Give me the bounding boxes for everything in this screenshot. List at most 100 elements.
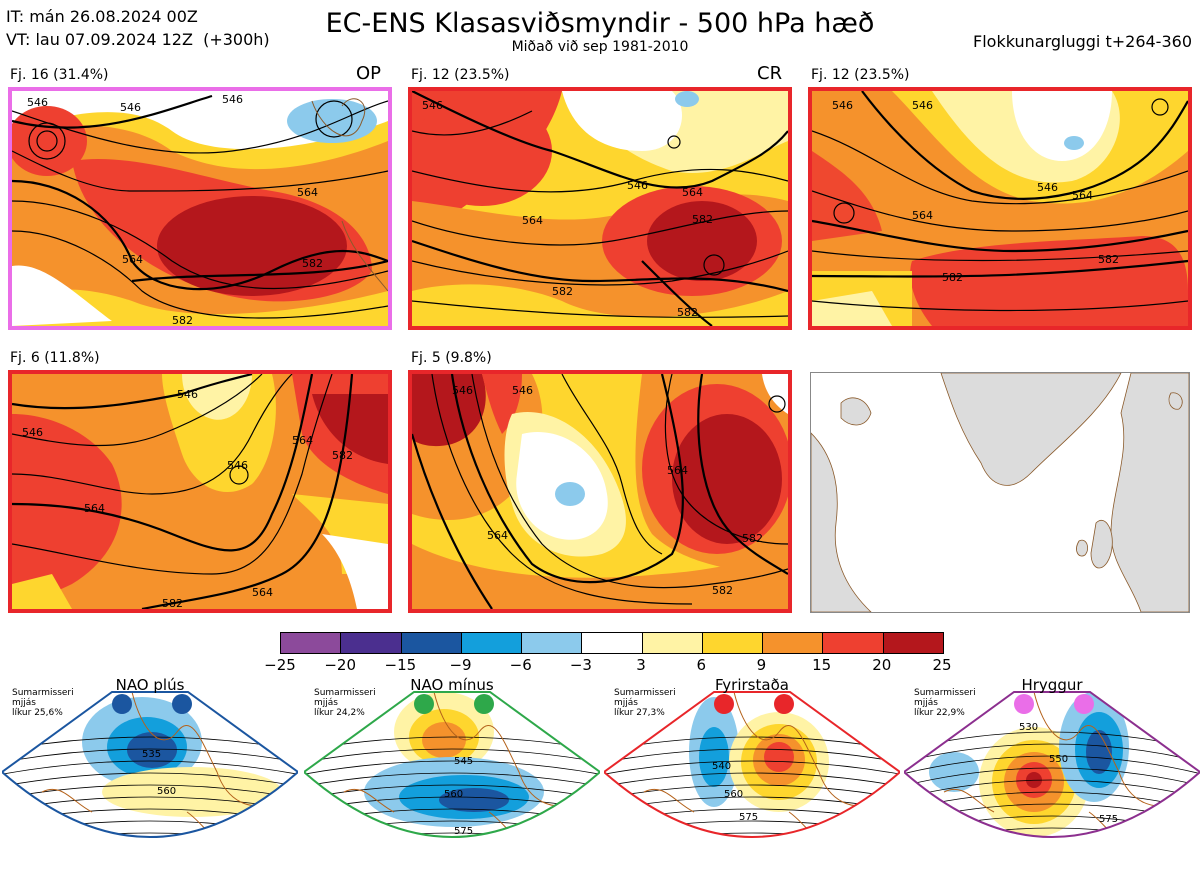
- p4-contour-label: 564: [84, 502, 105, 515]
- regime-pole-dot: [1074, 694, 1094, 714]
- p5-contour-label: 564: [667, 464, 688, 477]
- height-contour: [604, 845, 900, 860]
- regime-pole-dot: [172, 694, 192, 714]
- cluster-5-label: Fj. 5 (9.8%): [411, 350, 492, 366]
- regime-pole-dot: [474, 694, 494, 714]
- p5-contour-label: 546: [452, 384, 473, 397]
- colorbar-segment: [883, 633, 943, 653]
- height-contour: [304, 857, 600, 871]
- regime-contour-label: 575: [454, 826, 473, 837]
- colorbar-tick-label: −15: [380, 657, 420, 673]
- colorbar-tick-label: −20: [320, 657, 360, 673]
- p2-contour-label: 582: [552, 285, 573, 298]
- p1-contour-label: 564: [297, 186, 318, 199]
- regime-contour-label: 535: [142, 749, 161, 760]
- colorbar-segment: [762, 633, 822, 653]
- cluster-4-label: Fj. 6 (11.8%): [10, 350, 100, 366]
- cluster-2-label: Fj. 12 (23.5%): [411, 67, 510, 83]
- regime-4-panel: 530550575HryggurSumarmisseri mjjás líkur…: [904, 672, 1200, 871]
- p1-contour-label: 546: [222, 93, 243, 106]
- regime-pole-dot: [112, 694, 132, 714]
- p4-contour-label: 546: [227, 459, 248, 472]
- colorbar-tick-label: 25: [922, 657, 962, 673]
- regime-contour-label: 550: [1049, 754, 1068, 765]
- colorbar-tick-label: 15: [802, 657, 842, 673]
- p2-contour-label: 582: [692, 213, 713, 226]
- p1-contour-label: 582: [172, 314, 193, 326]
- regime-contour-label: 560: [157, 786, 176, 797]
- cluster-2-map: 546 564 582 546 564 582 582: [408, 87, 792, 330]
- p2-contour-label: 546: [627, 179, 648, 192]
- anomaly-shading: [1086, 730, 1112, 774]
- regime-contour-label: 560: [444, 789, 463, 800]
- p5-contour-label: 582: [712, 584, 733, 597]
- cluster-1-tag: OP: [356, 64, 381, 84]
- colorbar-segment: [702, 633, 762, 653]
- regime-contour-label: 575: [739, 812, 758, 823]
- anomaly-shading: [929, 752, 979, 792]
- p2-contour-label: 546: [422, 99, 443, 112]
- colorbar-tick-label: −25: [260, 657, 300, 673]
- height-contour: [904, 852, 1200, 871]
- anomaly-shading: [422, 722, 466, 758]
- regime-pole-dot: [774, 694, 794, 714]
- p1-contour-label: 582: [302, 257, 323, 270]
- cluster-1-label: Fj. 16 (31.4%): [10, 67, 109, 83]
- p4-contour-label: 564: [292, 434, 313, 447]
- regime-1-panel: 535560NAO plúsSumarmisseri mjjás líkur 2…: [2, 672, 298, 871]
- colorbar-tick-label: −9: [441, 657, 481, 673]
- regime-contour-label: 540: [712, 761, 731, 772]
- colorbar-tick-label: −6: [501, 657, 541, 673]
- empty-base-map: [810, 372, 1190, 613]
- classification-window: Flokkunargluggi t+264-360: [973, 32, 1192, 52]
- regime-contour-label: 560: [724, 789, 743, 800]
- colorbar-segment: [461, 633, 521, 653]
- p2-contour-label: 564: [682, 186, 703, 199]
- p1-contour-label: 546: [120, 101, 141, 114]
- colorbar-segment: [281, 633, 340, 653]
- p2-contour-label: 582: [677, 306, 698, 319]
- cluster-1-map: 546 564 582 546 546 564 582: [8, 87, 392, 330]
- p3-contour-label: 564: [912, 209, 933, 222]
- p3-contour-label: 546: [832, 99, 853, 112]
- height-contour: [2, 845, 298, 860]
- colorbar-segment: [340, 633, 400, 653]
- regime-pole-dot: [714, 694, 734, 714]
- regime-info: Sumarmisseri mjjás líkur 22,9%: [914, 688, 976, 718]
- anomaly-shading: [1014, 851, 1044, 863]
- height-contour: [304, 845, 600, 860]
- p4-contour-label: 546: [177, 388, 198, 401]
- p5-contour-label: 582: [742, 532, 763, 545]
- colorbar: [280, 632, 944, 654]
- height-contour: [2, 857, 298, 871]
- cluster-4-map: 546 546 564 546 564 564 582 582: [8, 370, 392, 613]
- p1-contour-label: 564: [122, 253, 143, 266]
- p1-contour-label: 546: [27, 96, 48, 109]
- cluster-3-label: Fj. 12 (23.5%): [811, 67, 910, 83]
- p4-contour-label: 564: [252, 586, 273, 599]
- colorbar-segment: [521, 633, 581, 653]
- colorbar-segment: [822, 633, 882, 653]
- p3-contour-label: 546: [1037, 181, 1058, 194]
- p3-contour-label: 582: [942, 271, 963, 284]
- regime-contour-label: 545: [454, 756, 473, 767]
- height-contour: [604, 857, 900, 871]
- anomaly-shading: [764, 742, 794, 772]
- regime-info: Sumarmisseri mjjás líkur 27,3%: [614, 688, 676, 718]
- p5-contour-label: 564: [487, 529, 508, 542]
- p4-contour-label: 582: [332, 449, 353, 462]
- regime-pole-dot: [1014, 694, 1034, 714]
- colorbar-tick-label: 3: [621, 657, 661, 673]
- regime-contour-label: 530: [1019, 722, 1038, 733]
- p3-contour-label: 546: [912, 99, 933, 112]
- cluster-2-tag: CR: [757, 64, 782, 84]
- anomaly-shading: [699, 727, 729, 787]
- colorbar-tick-label: −3: [561, 657, 601, 673]
- colorbar-tick-label: 9: [741, 657, 781, 673]
- p3-contour-label: 564: [1072, 189, 1093, 202]
- colorbar-segment: [401, 633, 461, 653]
- regime-info: Sumarmisseri mjjás líkur 25,6%: [12, 688, 74, 718]
- p4-contour-label: 582: [162, 597, 183, 609]
- p4-contour-label: 546: [22, 426, 43, 439]
- height-contour: [904, 840, 1200, 860]
